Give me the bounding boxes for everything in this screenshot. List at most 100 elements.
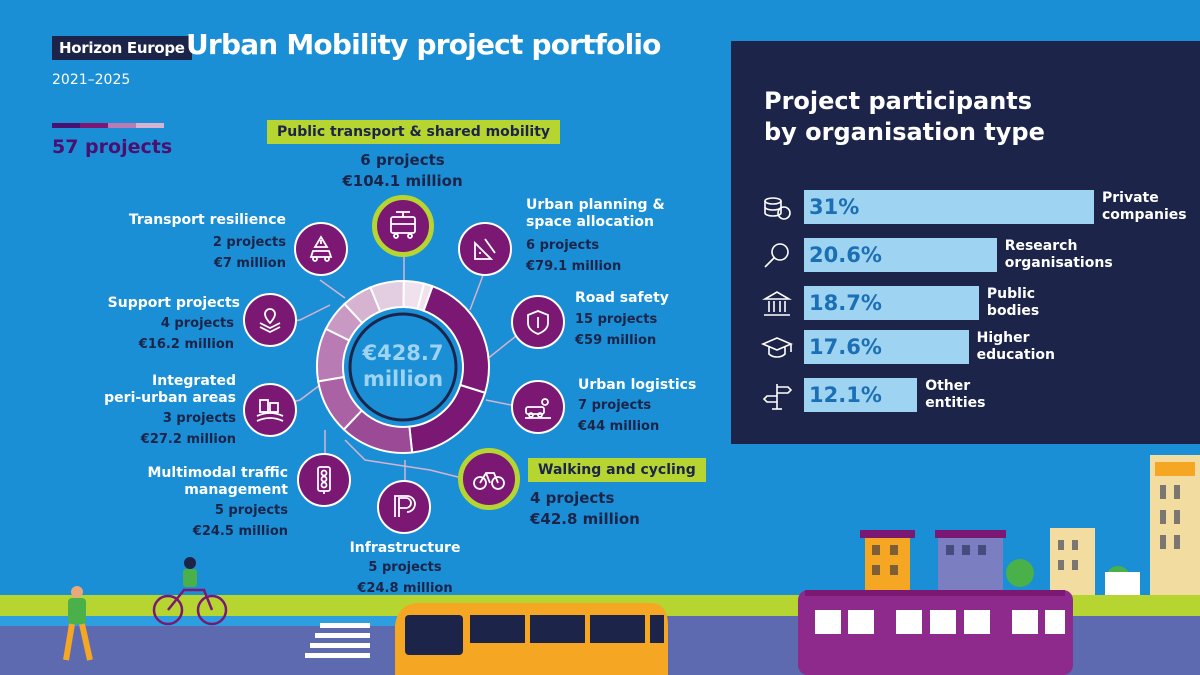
parking-icon (377, 480, 431, 534)
donut-center (348, 312, 458, 422)
category-projects: 7 projects (578, 398, 652, 413)
category-projects: 4 projects (530, 489, 615, 507)
government-building-icon (762, 291, 792, 316)
bus-illustration (395, 603, 668, 675)
category-projects: 15 projects (575, 312, 658, 327)
total-projects: 57 projects (52, 136, 173, 158)
participants-title-line2: by organisation type (764, 118, 1045, 146)
signpost-icon (762, 384, 793, 410)
donut-segment (416, 282, 434, 312)
participant-name-line1: Other (925, 378, 971, 394)
category-urban-planning-name: Urban planning & space allocation (526, 197, 665, 231)
category-multimodal-name: Multimodal traffic management (100, 465, 289, 499)
participant-bar (804, 238, 997, 272)
category-public-transport-label: Public transport & shared mobility (267, 120, 561, 144)
category-name-line2: peri-urban areas (104, 390, 236, 406)
category-projects: 4 projects (160, 316, 234, 331)
category-road-safety-figures: 15 projects €59 million (575, 309, 657, 351)
street-scene-illustration (0, 455, 1200, 675)
city-fields-icon (243, 383, 297, 437)
participant-name: Research organisations (1005, 238, 1113, 272)
bicycle-icon (458, 448, 520, 510)
road-safety-icon (511, 295, 565, 349)
category-projects: 5 projects (214, 503, 288, 518)
category-urban-planning-figures: 6 projects €79.1 million (526, 235, 621, 277)
participant-row: 17.6% Higher education (731, 328, 1200, 368)
category-infrastructure-name: Infrastructure (349, 540, 461, 556)
category-name-line2: space allocation (526, 214, 654, 230)
participant-name-line2: companies (1102, 207, 1187, 223)
tram-illustration (798, 590, 1073, 675)
participant-value: 31% (809, 195, 860, 219)
participant-bar (804, 330, 969, 364)
participant-name: Higher education (977, 330, 1055, 364)
category-budget: €16.2 million (138, 337, 234, 352)
planning-tools-icon (458, 222, 512, 276)
buildings (860, 455, 1200, 595)
category-budget: €104.1 million (342, 172, 463, 190)
delivery-vehicles-icon (511, 380, 565, 434)
donut-total-unit: million (362, 367, 444, 391)
category-budget: €79.1 million (526, 259, 622, 274)
category-projects: 2 projects (212, 235, 286, 250)
participant-name-line2: organisations (1004, 255, 1113, 271)
participant-value: 12.1% (809, 383, 882, 407)
map-pin-layers-icon (243, 293, 297, 347)
category-peri-urban-figures: 3 projects €27.2 million (50, 408, 236, 450)
category-public-transport-figures: 6 projects €104.1 million (340, 150, 465, 192)
participant-name-line2: entities (925, 395, 986, 411)
category-resilience-figures: 2 projects €7 million (80, 232, 286, 274)
category-budget: €44 million (578, 419, 660, 434)
category-walking-cycling-figures: 4 projects €42.8 million (530, 488, 640, 530)
participant-name-line1: Higher (976, 330, 1030, 346)
warning-car-icon (294, 222, 348, 276)
category-support-name: Support projects (107, 295, 240, 311)
category-support-figures: 4 projects €16.2 million (50, 313, 234, 355)
participant-row: 20.6% Research organisations (731, 236, 1200, 276)
participant-row: 12.1% Other entities (731, 376, 1200, 416)
participant-name: Private companies (1102, 190, 1187, 224)
crosswalk (305, 623, 370, 658)
participants-title-line1: Project participants (764, 87, 1033, 115)
pedestrian-illustration (63, 586, 93, 661)
coins-icon (764, 197, 791, 220)
participant-bar (804, 190, 1094, 224)
participant-row: 31% Private companies (731, 188, 1200, 228)
category-road-safety-name: Road safety (575, 290, 669, 306)
category-name-line1: Multimodal traffic (147, 465, 289, 481)
category-walking-cycling-label: Walking and cycling (528, 458, 706, 482)
category-budget: €27.2 million (140, 432, 236, 447)
tram-icon (372, 195, 434, 257)
category-budget: €7 million (213, 256, 286, 271)
participant-name: Other entities (925, 378, 985, 412)
participants-title: Project participants by organisation typ… (764, 86, 1045, 148)
participant-row: 18.7% Public bodies (731, 284, 1200, 324)
participants-panel: 31% Private companies 20.6% Research organ… (731, 41, 1200, 444)
participant-name: Public bodies (987, 286, 1039, 320)
participant-value: 20.6% (809, 243, 882, 267)
participant-bar (804, 286, 979, 320)
category-multimodal-figures: 5 projects €24.5 million (100, 500, 288, 542)
budget-donut-chart (316, 279, 490, 454)
participant-name-line2: bodies (986, 303, 1040, 319)
category-budget: €24.8 million (357, 581, 453, 596)
donut-total: €428.7 million (330, 340, 476, 392)
page-title: Urban Mobility project portfolio (186, 28, 661, 61)
category-name-line2: management (184, 482, 288, 498)
decorative-color-bars (52, 123, 164, 128)
participant-value: 18.7% (809, 291, 882, 315)
participant-name-line1: Private (1102, 190, 1159, 206)
graduation-cap-icon (761, 337, 793, 358)
category-urban-logistics-figures: 7 projects €44 million (578, 395, 659, 437)
category-projects: 3 projects (162, 411, 236, 426)
cyclist-illustration (152, 557, 228, 626)
category-budget: €24.5 million (192, 524, 288, 539)
category-resilience-name: Transport resilience (128, 212, 286, 228)
participant-name-line2: education (976, 347, 1055, 363)
participant-value: 17.6% (809, 335, 882, 359)
category-name-line1: Urban planning & (526, 197, 665, 213)
category-projects: 5 projects (368, 560, 442, 575)
category-name-line1: Integrated (152, 373, 236, 389)
category-infrastructure-figures: 5 projects €24.8 million (345, 557, 465, 599)
programme-tag: Horizon Europe (52, 36, 192, 60)
